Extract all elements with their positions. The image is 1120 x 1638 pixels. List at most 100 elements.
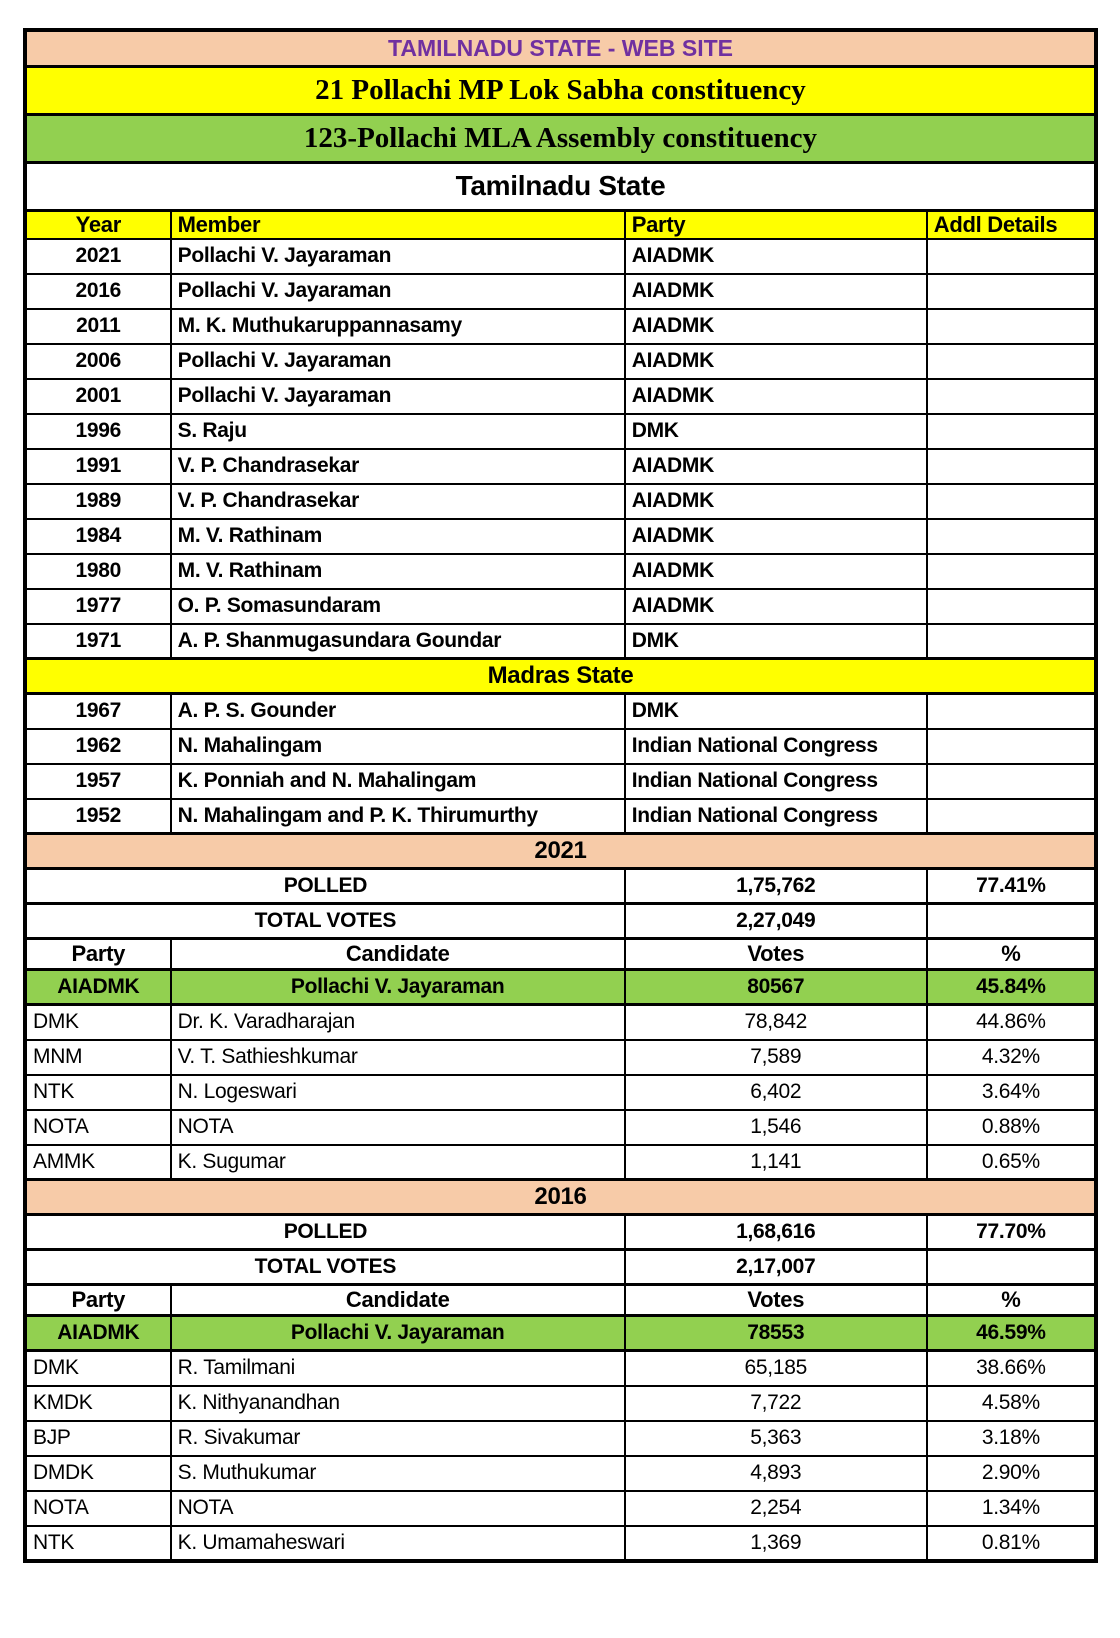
party-cell: DMK bbox=[623, 622, 928, 660]
candidate-percent-cell: 38.66% bbox=[925, 1349, 1098, 1387]
member-cell: M. V. Rathinam bbox=[169, 517, 626, 555]
candidate-name-cell: R. Tamilmani bbox=[169, 1349, 626, 1387]
election-year-banner: 2021 bbox=[24, 832, 1097, 870]
winner-candidate-cell: Pollachi V. Jayaraman bbox=[169, 1314, 626, 1352]
total-votes-percent bbox=[925, 1248, 1098, 1286]
polled-label: POLLED bbox=[24, 867, 626, 905]
mp-constituency-row: 21 Pollachi MP Lok Sabha constituency bbox=[24, 64, 1097, 116]
election-year-banner: 2016 bbox=[24, 1178, 1097, 1216]
candidate-name-cell: S. Muthukumar bbox=[169, 1454, 626, 1492]
candidate-votes-cell: 1,546 bbox=[623, 1108, 928, 1146]
party-cell: AIADMK bbox=[623, 552, 928, 590]
member-row: 2016 Pollachi V. Jayaraman AIADMK bbox=[24, 272, 1098, 310]
addl-details-cell bbox=[925, 412, 1098, 450]
candidate-name-cell: K. Nithyanandhan bbox=[169, 1384, 626, 1422]
member-column-header: Member bbox=[169, 209, 626, 240]
member-cell: M. V. Rathinam bbox=[169, 552, 626, 590]
candidate-name-cell: Dr. K. Varadharajan bbox=[169, 1003, 626, 1041]
winner-candidate-cell: Pollachi V. Jayaraman bbox=[169, 968, 626, 1006]
winner-votes-cell: 80567 bbox=[623, 968, 928, 1006]
polled-row: POLLED 1,68,616 77.70% bbox=[24, 1213, 1098, 1251]
member-cell: O. P. Somasundaram bbox=[169, 587, 626, 625]
candidate-votes-cell: 78,842 bbox=[623, 1003, 928, 1041]
candidate-row: KMDK K. Nithyanandhan 7,722 4.58% bbox=[24, 1384, 1098, 1422]
year-cell: 1980 bbox=[24, 552, 172, 590]
winner-party-cell: AIADMK bbox=[24, 968, 172, 1006]
candidate-row: DMK Dr. K. Varadharajan 78,842 44.86% bbox=[24, 1003, 1098, 1041]
candidate-percent-cell: 4.32% bbox=[925, 1038, 1098, 1076]
constituency-results-table: TAMILNADU STATE - WEB SITE 21 Pollachi M… bbox=[23, 28, 1098, 1563]
election-year-banner-row: 2021 bbox=[24, 832, 1097, 870]
candidate-party-cell: DMDK bbox=[24, 1454, 172, 1492]
candidate-name-cell: K. Sugumar bbox=[169, 1143, 626, 1181]
percent-column-header: % bbox=[925, 1283, 1098, 1317]
members-header-row: Year Member Party Addl Details bbox=[24, 209, 1098, 240]
member-row: 1996 S. Raju DMK bbox=[24, 412, 1098, 450]
candidate-party-cell: NTK bbox=[24, 1073, 172, 1111]
total-votes-value: 2,27,049 bbox=[623, 902, 928, 940]
candidate-row: NTK N. Logeswari 6,402 3.64% bbox=[24, 1073, 1098, 1111]
total-votes-percent bbox=[925, 902, 1098, 940]
party-cell: DMK bbox=[623, 412, 928, 450]
candidate-party-cell: DMK bbox=[24, 1003, 172, 1041]
party-cell: Indian National Congress bbox=[623, 727, 928, 765]
member-cell: N. Mahalingam bbox=[169, 727, 626, 765]
candidate-percent-cell: 3.64% bbox=[925, 1073, 1098, 1111]
addl-details-cell bbox=[925, 237, 1098, 275]
candidate-name-cell: N. Logeswari bbox=[169, 1073, 626, 1111]
year-cell: 1962 bbox=[24, 727, 172, 765]
candidate-name-cell: R. Sivakumar bbox=[169, 1419, 626, 1457]
candidate-votes-cell: 6,402 bbox=[623, 1073, 928, 1111]
percent-column-header: % bbox=[925, 937, 1098, 971]
addl-details-cell bbox=[925, 377, 1098, 415]
member-row: 1980 M. V. Rathinam AIADMK bbox=[24, 552, 1098, 590]
candidate-column-header: Candidate bbox=[169, 1283, 626, 1317]
madras-state-banner-row: Madras State bbox=[24, 657, 1097, 695]
member-row: 1957 K. Ponniah and N. Mahalingam Indian N… bbox=[24, 762, 1098, 800]
addl-details-cell bbox=[925, 552, 1098, 590]
year-cell: 2011 bbox=[24, 307, 172, 345]
state-title-row: Tamilnadu State bbox=[24, 160, 1097, 212]
party-cell: AIADMK bbox=[623, 342, 928, 380]
total-votes-row: TOTAL VOTES 2,27,049 bbox=[24, 902, 1098, 940]
member-row: 1952 N. Mahalingam and P. K. Thirumurthy I… bbox=[24, 797, 1098, 835]
candidate-row: NTK K. Umamaheswari 1,369 0.81% bbox=[24, 1524, 1098, 1562]
party-cell: Indian National Congress bbox=[623, 797, 928, 835]
member-cell: N. Mahalingam and P. K. Thirumurthy bbox=[169, 797, 626, 835]
party-cell: Indian National Congress bbox=[623, 762, 928, 800]
candidate-row: DMDK S. Muthukumar 4,893 2.90% bbox=[24, 1454, 1098, 1492]
mp-constituency-title: 21 Pollachi MP Lok Sabha constituency bbox=[24, 64, 1097, 116]
member-cell: Pollachi V. Jayaraman bbox=[169, 342, 626, 380]
winner-percent-cell: 45.84% bbox=[925, 968, 1098, 1006]
candidate-votes-cell: 1,369 bbox=[623, 1524, 928, 1562]
year-cell: 1989 bbox=[24, 482, 172, 520]
candidate-percent-cell: 1.34% bbox=[925, 1489, 1098, 1527]
candidate-row: BJP R. Sivakumar 5,363 3.18% bbox=[24, 1419, 1098, 1457]
party-cell: AIADMK bbox=[623, 237, 928, 275]
candidate-votes-cell: 1,141 bbox=[623, 1143, 928, 1181]
winner-percent-cell: 46.59% bbox=[925, 1314, 1098, 1352]
addl-details-cell bbox=[925, 797, 1098, 835]
total-votes-label: TOTAL VOTES bbox=[24, 1248, 626, 1286]
year-cell: 2006 bbox=[24, 342, 172, 380]
candidate-party-cell: DMK bbox=[24, 1349, 172, 1387]
candidate-votes-cell: 4,893 bbox=[623, 1454, 928, 1492]
addl-details-cell bbox=[925, 622, 1098, 660]
results-header-row: Party Candidate Votes% bbox=[24, 937, 1098, 971]
year-cell: 1977 bbox=[24, 587, 172, 625]
addl-details-cell bbox=[925, 272, 1098, 310]
mla-constituency-title: 123-Pollachi MLA Assembly constituency bbox=[24, 112, 1097, 164]
election-year-banner-row: 2016 bbox=[24, 1178, 1097, 1216]
candidate-party-cell: AMMK bbox=[24, 1143, 172, 1181]
member-row: 1984 M. V. Rathinam AIADMK bbox=[24, 517, 1098, 555]
year-cell: 1957 bbox=[24, 762, 172, 800]
candidate-party-cell: NOTA bbox=[24, 1108, 172, 1146]
candidate-votes-cell: 7,589 bbox=[623, 1038, 928, 1076]
candidate-percent-cell: 0.88% bbox=[925, 1108, 1098, 1146]
polled-row: POLLED 1,75,762 77.41% bbox=[24, 867, 1098, 905]
year-cell: 2001 bbox=[24, 377, 172, 415]
votes-column-header: Votes bbox=[623, 1283, 928, 1317]
polled-votes: 1,75,762 bbox=[623, 867, 928, 905]
member-row: 1991 V. P. Chandrasekar AIADMK bbox=[24, 447, 1098, 485]
winner-row: AIADMK Pollachi V. Jayaraman 80567 45.84% bbox=[24, 968, 1098, 1006]
